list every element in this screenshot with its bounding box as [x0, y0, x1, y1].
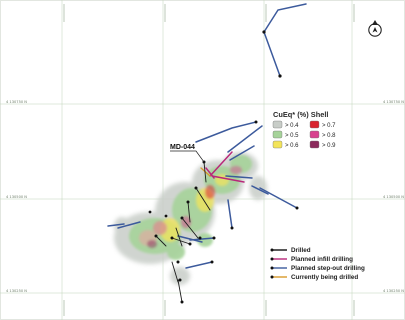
legend-swatch [309, 120, 320, 129]
legend-shell-item: > 0.6 [272, 140, 299, 149]
legend-label: Planned step-out drilling [291, 265, 365, 272]
grid-labels: 4 130750 N 4 130750 N 4 130500 N 4 13050… [6, 4, 404, 316]
legend-label: Currently being drilled [291, 274, 358, 281]
legend-label: > 0.7 [322, 123, 336, 129]
legend-label: > 0.5 [285, 133, 299, 139]
north-arrow-icon [368, 20, 382, 37]
drill-traces [107, 3, 307, 303]
grid-label-north-middle-right: 4 130500 N [383, 195, 404, 199]
legend-shell-item: > 0.4 [272, 120, 299, 129]
legend-collar [270, 275, 274, 279]
hole-callout: MD-044 [170, 144, 205, 163]
legend-shell-item: > 0.8 [309, 130, 336, 139]
legend-swatch [272, 140, 283, 149]
legend-label: Planned infill drilling [291, 256, 353, 263]
legend-title: CuEq* (%) Shell [273, 110, 328, 119]
legend-shell-item: > 0.7 [309, 120, 336, 129]
legend-swatch [309, 140, 320, 149]
legend-collar [270, 257, 274, 261]
legend-shell-item: > 0.5 [272, 130, 299, 139]
grid-label-north-upper-left: 4 130750 N [6, 100, 27, 104]
legend-label: > 0.9 [322, 143, 336, 149]
legend-drilling-item: Drilled [270, 247, 311, 254]
grid-label-north-middle-left: 4 130500 N [6, 195, 27, 199]
drill-collars [148, 30, 299, 304]
legend-label: > 0.4 [285, 123, 299, 129]
legend-swatch [272, 120, 283, 129]
legend-collar [270, 266, 274, 270]
cueq-shells [114, 152, 267, 285]
hole-callout-label: MD-044 [170, 144, 195, 151]
legend-swatch [309, 130, 320, 139]
legend-shell-item: > 0.9 [309, 140, 336, 149]
legend-drilling-item: Planned infill drilling [270, 256, 353, 263]
legend-drilling-item: Planned step-out drilling [270, 265, 365, 272]
grid-label-north-upper-right: 4 130750 N [383, 100, 404, 104]
grid-label-north-lower-right: 4 130250 N [383, 289, 404, 293]
legend-label: Drilled [291, 247, 311, 254]
legend-label: > 0.6 [285, 143, 299, 149]
legend-swatch [272, 130, 283, 139]
legend-collar [270, 248, 274, 252]
grid-label-north-lower-left: 4 130250 N [6, 289, 27, 293]
legend-label: > 0.8 [322, 133, 336, 139]
legend-drilling-item: Currently being drilled [270, 274, 358, 281]
legend: CuEq* (%) Shell > 0.4 > 0.5 > 0.6 > 0.7 … [270, 110, 365, 281]
